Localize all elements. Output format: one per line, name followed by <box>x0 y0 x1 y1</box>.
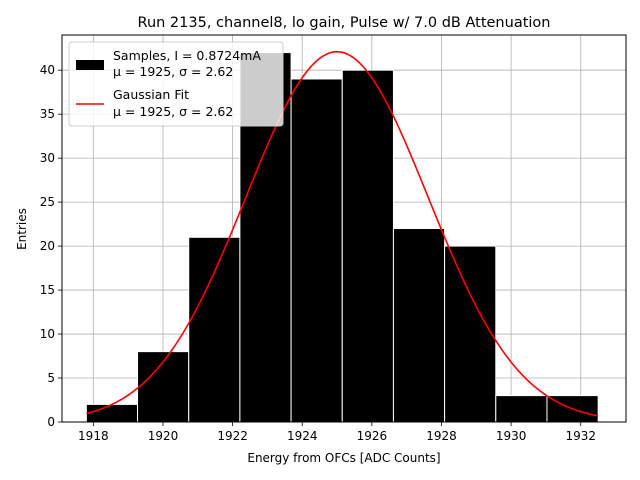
histogram-bar-0 <box>85 403 139 423</box>
x-tick-label-3: 1924 <box>287 429 318 443</box>
x-tick-label-6: 1930 <box>496 429 527 443</box>
legend-fit-stats: μ = 1925, σ = 2.62 <box>113 104 233 119</box>
legend: Samples, I = 0.8724mA μ = 1925, σ = 2.62… <box>68 41 284 127</box>
x-axis-label: Energy from OFCs [ADC Counts] <box>247 451 440 465</box>
histogram-bar-5 <box>341 69 394 423</box>
y-tick-label-7: 35 <box>40 107 55 121</box>
x-tick-label-4: 1926 <box>357 429 388 443</box>
y-tick-label-2: 10 <box>40 327 55 341</box>
y-tick-label-6: 30 <box>40 151 55 165</box>
legend-fit-label: Gaussian Fit <box>113 87 189 102</box>
y-tick-label-8: 40 <box>40 63 55 77</box>
gaussian-fit-curve <box>86 50 599 417</box>
gaussian-fit-line <box>86 50 599 417</box>
legend-box <box>68 41 284 127</box>
histogram-bar-2 <box>188 236 241 423</box>
y-tick-label-5: 25 <box>40 195 55 209</box>
x-tick-label-7: 1932 <box>565 429 596 443</box>
y-tick-label-1: 5 <box>47 371 55 385</box>
y-tick-label-3: 15 <box>40 283 55 297</box>
x-tick-label-2: 1922 <box>217 429 248 443</box>
y-axis-ticks: 0 5 10 15 20 25 30 35 40 <box>40 63 62 429</box>
y-tick-label-4: 20 <box>40 239 55 253</box>
histogram-bar-1 <box>137 351 190 423</box>
chart-title: Run 2135, channel8, lo gain, Pulse w/ 7.… <box>138 15 551 31</box>
legend-samples-label: Samples, I = 0.8724mA <box>113 48 261 63</box>
y-tick-label-0: 0 <box>47 415 55 429</box>
legend-samples-swatch <box>76 60 104 70</box>
x-axis-ticks: 1918 1920 1922 1924 1926 1928 1930 1932 <box>78 422 596 443</box>
histogram-bar-6 <box>392 228 446 423</box>
y-axis-label: Entries <box>15 208 29 250</box>
x-tick-label-1: 1920 <box>148 429 179 443</box>
legend-samples-stats: μ = 1925, σ = 2.62 <box>113 64 233 79</box>
x-tick-label-5: 1928 <box>426 429 457 443</box>
histogram-bar-8 <box>495 395 548 423</box>
x-tick-label-0: 1918 <box>78 429 109 443</box>
histogram-bar-4 <box>290 78 343 423</box>
histogram-bar-7 <box>444 245 497 423</box>
plot-frame <box>61 34 627 423</box>
